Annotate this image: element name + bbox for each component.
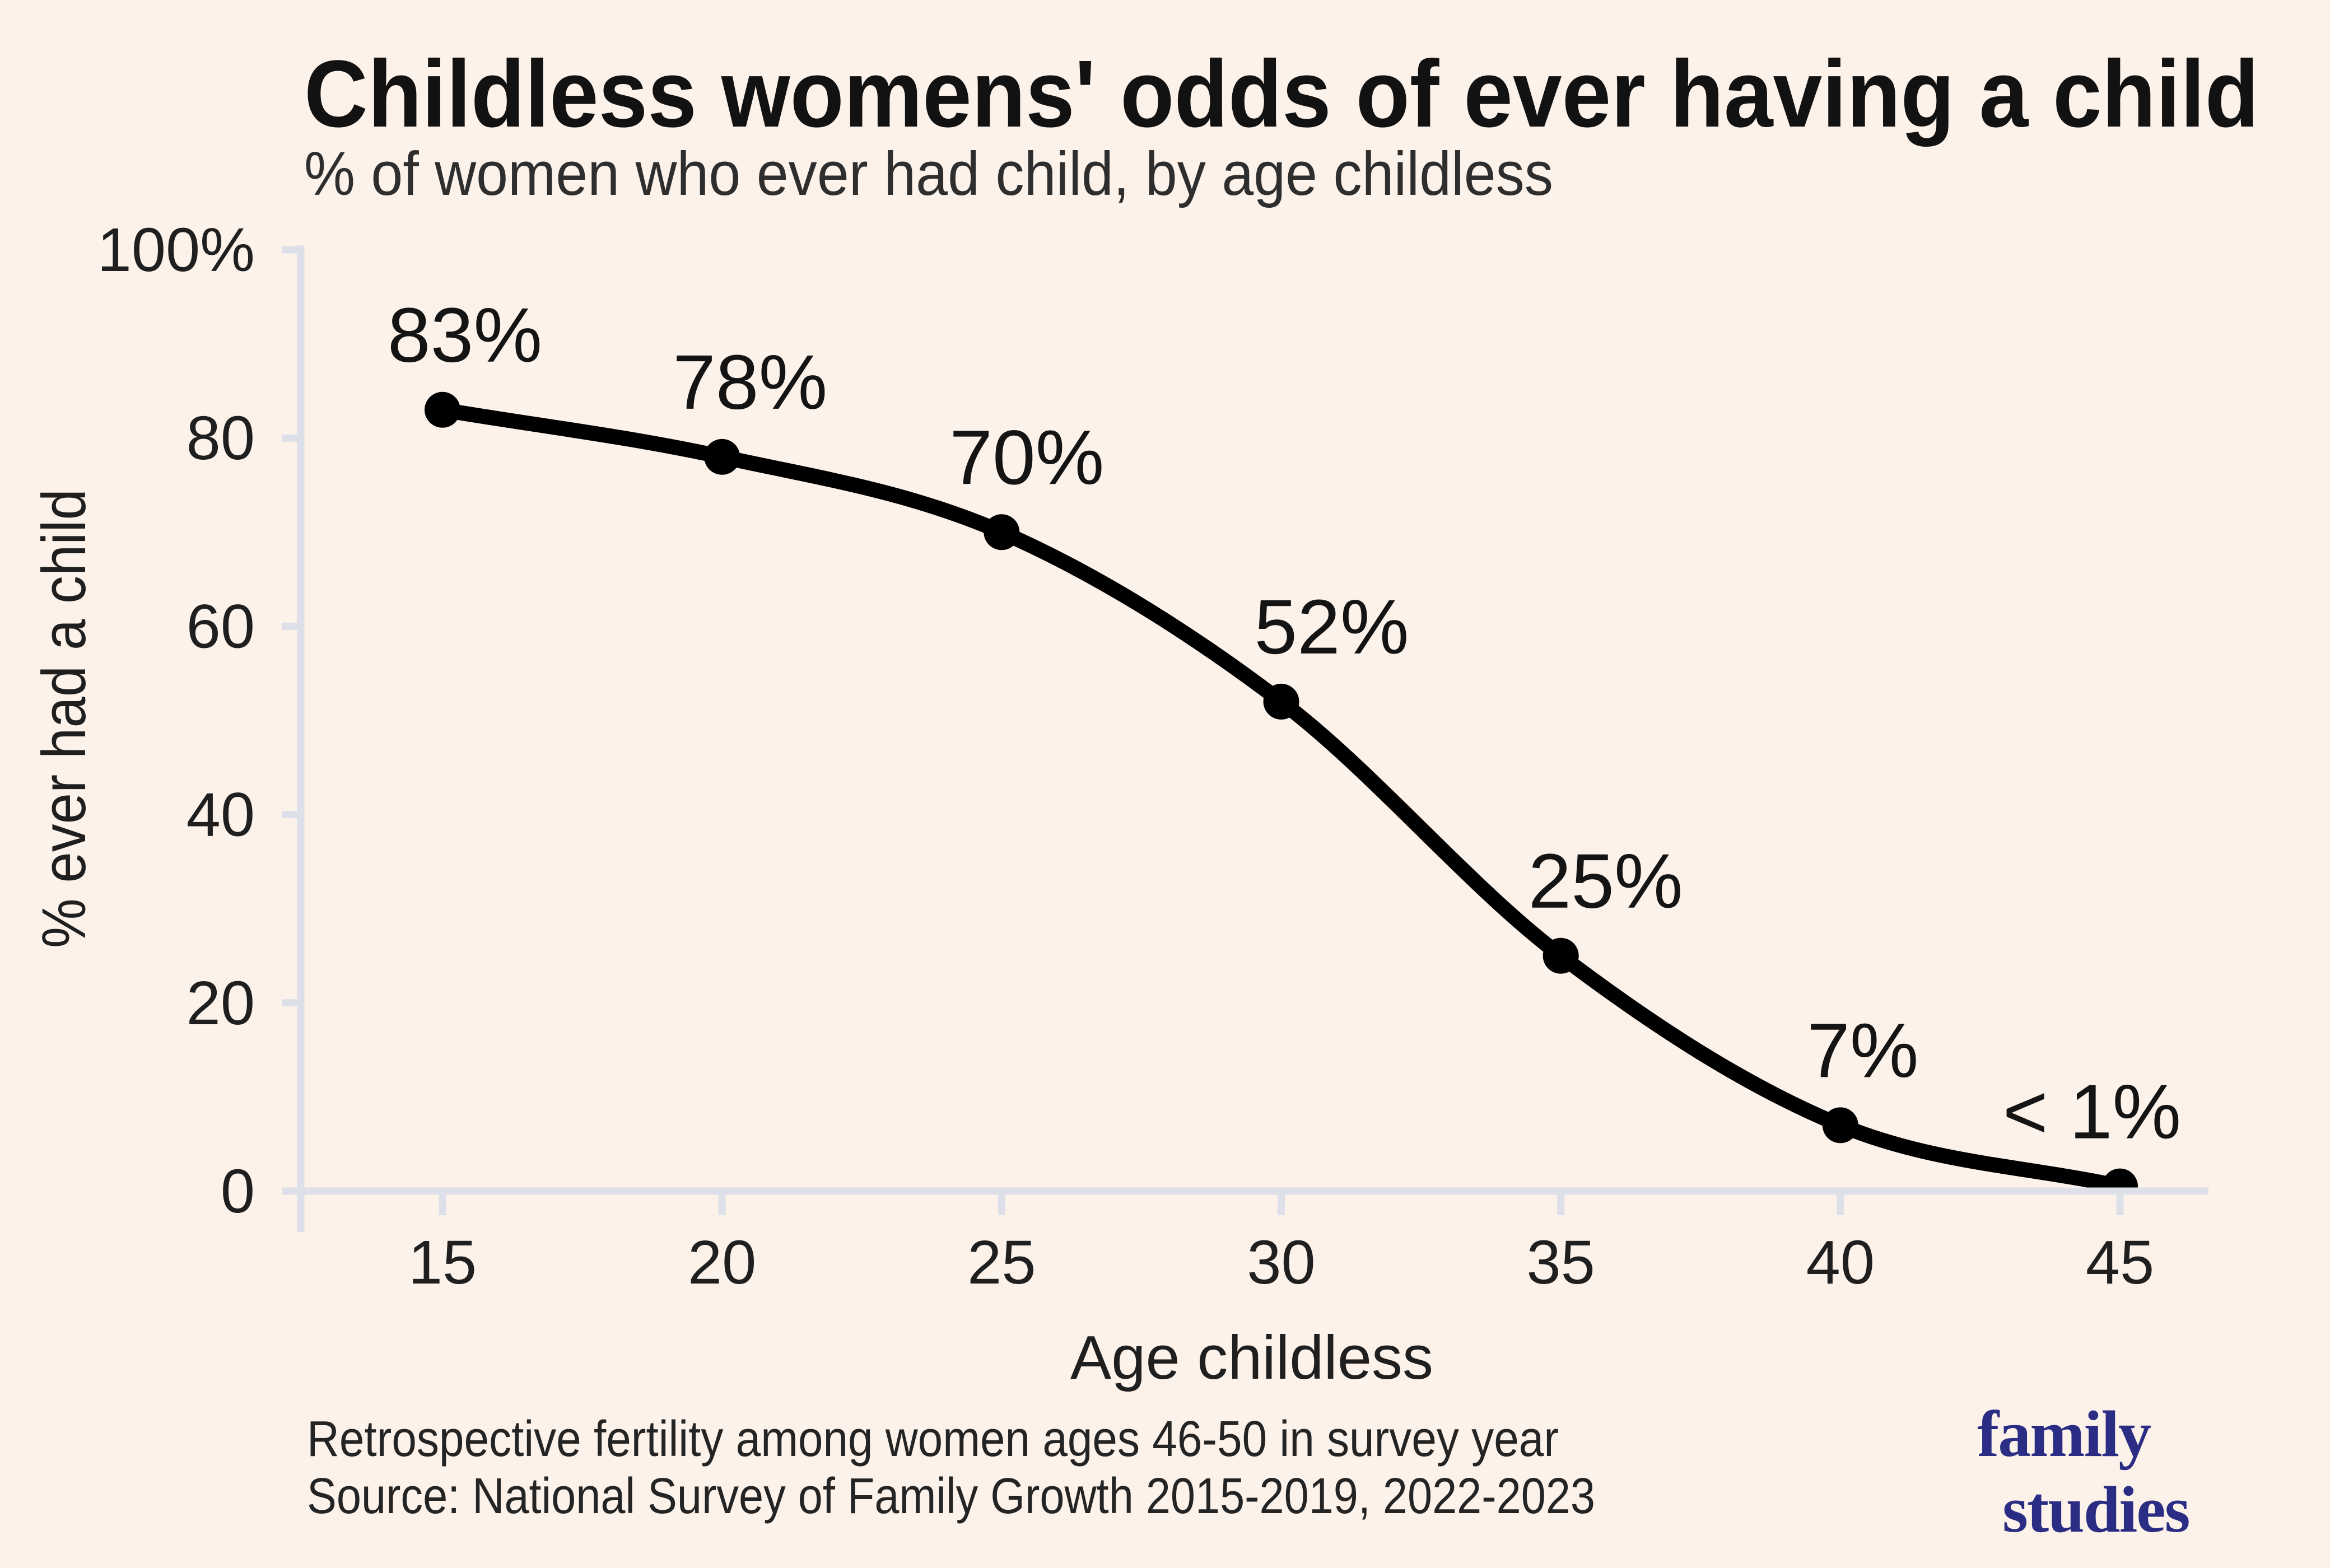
y-tick-label: 0 — [221, 1157, 255, 1226]
x-tick-label: 15 — [408, 1228, 477, 1297]
data-label: 70% — [949, 414, 1104, 501]
y-tick-label: 80 — [187, 404, 255, 473]
data-point — [2102, 1168, 2138, 1191]
data-label: 52% — [1254, 584, 1409, 670]
x-tick-label: 35 — [1526, 1228, 1595, 1297]
y-tick-label: 100% — [97, 216, 255, 284]
data-point — [704, 438, 740, 475]
family-studies-logo: family studies — [1977, 1397, 2191, 1546]
data-label: < 1% — [2003, 1069, 2181, 1155]
data-point — [1822, 1107, 1858, 1144]
page-title: Childless womens' odds of ever having a … — [304, 41, 2259, 147]
labels-layer: 0 20 40 60 80 100% 15 20 25 30 35 40 45 83% 78% 70% 52% 2… — [97, 216, 2182, 1297]
axes-layer — [282, 245, 2208, 1232]
x-tick-label: 45 — [2086, 1228, 2154, 1297]
data-label: 25% — [1529, 838, 1683, 925]
footer-note: Retrospective fertility among women ages… — [307, 1411, 1559, 1467]
data-point — [1263, 683, 1299, 720]
x-axis-title: Age childless — [1070, 1323, 1433, 1392]
y-tick-label: 20 — [187, 969, 255, 1038]
data-label: 7% — [1807, 1007, 1918, 1094]
x-tick-label: 30 — [1247, 1228, 1315, 1297]
logo-line-studies: studies — [2002, 1473, 2189, 1546]
data-label: 83% — [388, 292, 542, 379]
footer-source: Source: National Survey of Family Growth… — [307, 1468, 1595, 1524]
data-label: 78% — [673, 339, 827, 426]
page-subtitle: % of women who ever had child, by age ch… — [304, 139, 1553, 208]
data-point — [984, 514, 1020, 550]
x-tick-label: 25 — [967, 1228, 1036, 1297]
y-axis-title: % ever had a child — [30, 489, 99, 948]
y-tick-label: 60 — [187, 592, 255, 661]
series-layer — [425, 391, 2138, 1191]
x-tick-label: 20 — [688, 1228, 756, 1297]
data-point — [1543, 937, 1579, 974]
y-tick-label: 40 — [187, 781, 255, 850]
data-point — [425, 391, 460, 428]
x-tick-label: 40 — [1806, 1228, 1875, 1297]
logo-line-family: family — [1977, 1397, 2151, 1471]
